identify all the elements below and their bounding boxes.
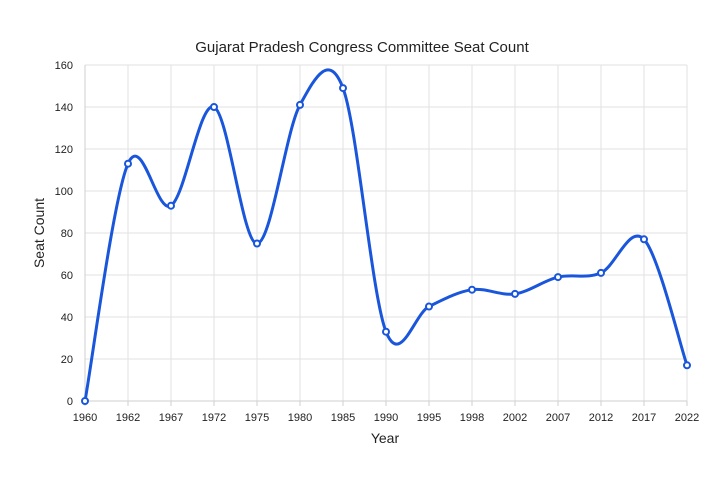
x-tick-label: 1972: [202, 412, 226, 424]
x-tick-label: 1985: [331, 412, 355, 424]
grid: [85, 64, 688, 401]
x-tick-label: 2017: [632, 412, 656, 424]
y-tick-label: 60: [61, 270, 73, 282]
data-point: [640, 235, 648, 244]
y-tick-label: 20: [61, 354, 73, 366]
x-tick-label: 1960: [73, 412, 97, 424]
y-axis-label: Seat Count: [31, 198, 47, 268]
x-tick-label: 1995: [417, 412, 441, 424]
data-point: [511, 289, 519, 298]
x-axis-label: Year: [371, 430, 400, 446]
x-tick-label: 2022: [675, 412, 699, 424]
data-point: [167, 201, 175, 210]
x-tick-label: 1967: [159, 412, 183, 424]
data-point: [554, 273, 562, 282]
y-tick-label: 40: [61, 312, 73, 324]
chart-title: Gujarat Pradesh Congress Committee Seat …: [195, 39, 529, 56]
y-tick-label: 0: [67, 396, 73, 408]
series: [81, 68, 691, 405]
data-point: [683, 361, 691, 370]
x-tick-label: 2012: [589, 412, 613, 424]
x-tick-label: 2002: [503, 412, 527, 424]
data-point: [468, 285, 476, 294]
data-point: [597, 268, 605, 277]
x-tick-label: 2007: [546, 412, 570, 424]
x-tick-label: 1975: [245, 412, 269, 424]
x-tick-label: 1980: [288, 412, 312, 424]
y-tick-label: 120: [55, 144, 73, 156]
x-tick-label: 1962: [116, 412, 140, 424]
x-tick-label: 1998: [460, 412, 484, 424]
y-tick-label: 80: [61, 228, 73, 240]
y-tick-label: 140: [55, 102, 73, 114]
data-point: [382, 327, 390, 336]
data-point: [81, 397, 89, 405]
data-point: [339, 84, 347, 93]
tick-labels: 0 20 40 60 80 100 120 140 160 1960 1962 1967 1972 197…: [55, 60, 700, 424]
data-point: [253, 239, 261, 248]
data-point: [124, 159, 132, 168]
data-point: [425, 302, 433, 311]
y-tick-label: 100: [55, 186, 73, 198]
y-tick-label: 160: [55, 60, 73, 72]
x-tick-label: 1990: [374, 412, 398, 424]
data-point: [210, 103, 218, 111]
data-point: [296, 100, 304, 109]
axes: [84, 65, 688, 406]
